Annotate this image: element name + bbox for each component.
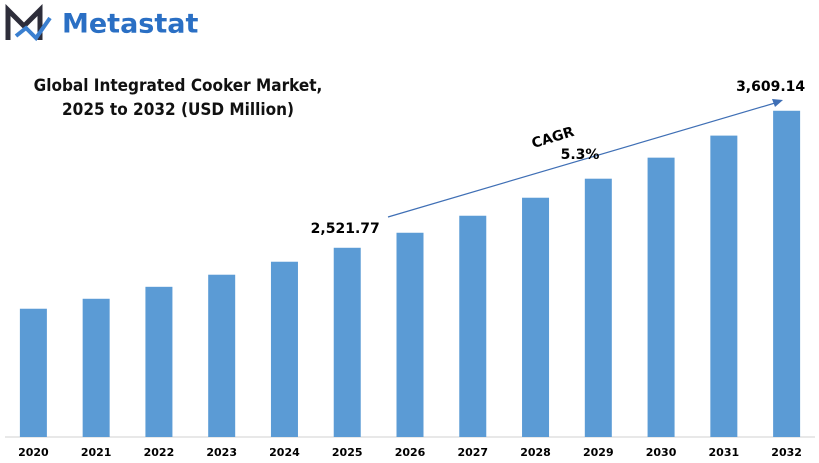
bar <box>270 261 298 437</box>
bar <box>710 135 738 437</box>
bar <box>584 178 612 437</box>
x-tick-label: 2023 <box>206 446 237 459</box>
bar <box>459 215 487 437</box>
bar <box>647 157 675 437</box>
x-tick-label: 2031 <box>709 446 740 459</box>
value-label: 3,609.14 <box>736 79 805 95</box>
bar <box>333 247 361 437</box>
arrow-head <box>772 99 783 107</box>
bar <box>82 298 110 437</box>
bar <box>145 286 173 437</box>
bar <box>396 232 424 437</box>
x-tick-label: 2022 <box>144 446 175 459</box>
bar <box>19 308 47 437</box>
x-tick-label: 2025 <box>332 446 363 459</box>
value-label: 2,521.77 <box>311 221 380 237</box>
x-tick-label: 2026 <box>395 446 426 459</box>
logo-text: Metastat <box>62 9 199 40</box>
x-tick-label: 2030 <box>646 446 677 459</box>
cagr-value: 5.3% <box>561 147 600 163</box>
x-tick-label: 2021 <box>81 446 112 459</box>
x-tick-label: 2032 <box>771 446 802 459</box>
bar <box>522 197 550 437</box>
x-tick-label: 2020 <box>18 446 49 459</box>
bar <box>208 274 236 437</box>
x-tick-label: 2024 <box>269 446 300 459</box>
chart-title: Global Integrated Cooker Market, 2025 to… <box>33 76 323 120</box>
x-tick-label: 2029 <box>583 446 614 459</box>
x-tick-label: 2028 <box>520 446 551 459</box>
x-tick-label: 2027 <box>457 446 488 459</box>
bar <box>773 110 801 437</box>
logo-icon <box>5 3 52 42</box>
cagr-arrow <box>387 102 776 218</box>
